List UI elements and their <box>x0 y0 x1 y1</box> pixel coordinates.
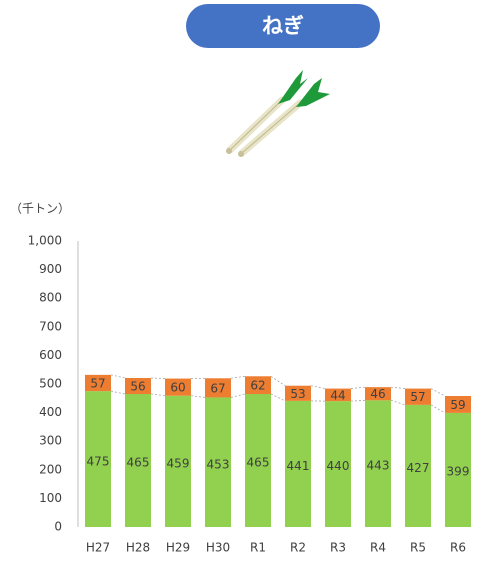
x-tick-label: R5 <box>410 541 426 555</box>
series-line <box>231 394 245 397</box>
y-tick-label: 800 <box>39 291 62 305</box>
series-line <box>151 394 165 396</box>
chart-title: ねぎ <box>262 14 304 38</box>
series-line <box>391 387 405 388</box>
x-tick-label: R6 <box>450 541 466 555</box>
value-label: 459 <box>167 456 190 470</box>
value-label: 67 <box>210 381 225 395</box>
y-tick-label: 700 <box>39 319 62 333</box>
series-line <box>231 376 245 378</box>
value-label: 60 <box>170 381 185 395</box>
value-label: 399 <box>447 465 470 479</box>
series-line <box>271 376 285 385</box>
value-label: 44 <box>330 388 345 402</box>
y-tick-label: 900 <box>39 262 62 276</box>
value-label: 465 <box>247 456 270 470</box>
series-line <box>351 400 365 401</box>
y-tick-label: 200 <box>39 462 62 476</box>
series-line <box>391 400 405 405</box>
value-label: 57 <box>90 376 105 390</box>
y-tick-label: 1,000 <box>28 234 62 248</box>
value-label: 465 <box>127 456 150 470</box>
series-line <box>271 394 285 401</box>
x-tick-label: R1 <box>250 541 266 555</box>
x-tick-label: H30 <box>206 541 230 555</box>
value-label: 453 <box>207 457 230 471</box>
value-label: 57 <box>410 390 425 404</box>
y-tick-label: 500 <box>39 377 62 391</box>
series-line <box>431 405 445 413</box>
value-label: 53 <box>290 387 305 401</box>
value-label: 59 <box>450 398 465 412</box>
series-line <box>191 396 205 398</box>
series-line <box>351 387 365 388</box>
value-label: 427 <box>407 461 430 475</box>
value-label: 441 <box>287 459 310 473</box>
value-label: 56 <box>130 380 145 394</box>
value-label: 440 <box>327 459 350 473</box>
series-line <box>111 391 125 394</box>
x-tick-label: H29 <box>166 541 190 555</box>
x-tick-label: R2 <box>290 541 306 555</box>
y-tick-label: 100 <box>39 491 62 505</box>
series-line <box>111 375 125 378</box>
value-label: 443 <box>367 459 390 473</box>
y-tick-label: 300 <box>39 434 62 448</box>
series-line <box>311 386 325 389</box>
value-label: 475 <box>87 454 110 468</box>
y-tick-label: 400 <box>39 405 62 419</box>
y-tick-label: 600 <box>39 348 62 362</box>
value-label: 62 <box>250 379 265 393</box>
series-line <box>431 389 445 396</box>
leek-illustration <box>226 70 330 157</box>
x-tick-label: R3 <box>330 541 346 555</box>
value-label: 46 <box>370 387 385 401</box>
unit-label: （千トン） <box>10 202 70 216</box>
x-tick-label: H28 <box>126 541 150 555</box>
y-tick-label: 0 <box>54 520 62 534</box>
x-tick-label: H27 <box>86 541 110 555</box>
series-line <box>151 378 165 379</box>
x-tick-label: R4 <box>370 541 386 555</box>
